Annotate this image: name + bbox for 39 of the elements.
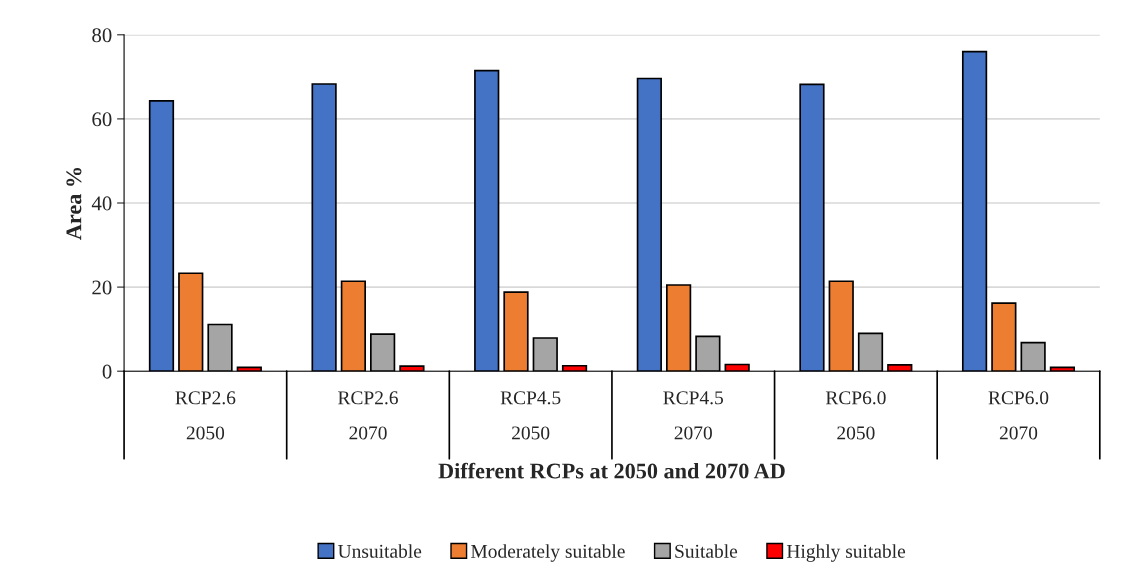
bar xyxy=(311,83,337,372)
bar xyxy=(148,99,175,372)
bar xyxy=(665,284,692,372)
bar xyxy=(1020,341,1046,372)
x-tick-label: RCP2.6 2050 xyxy=(175,391,236,440)
x-tick-label: RCP4.5 2050 xyxy=(500,391,561,440)
y-tick-label: 20 xyxy=(92,280,112,295)
bar xyxy=(207,323,233,372)
bar xyxy=(532,337,558,372)
x-tick-label: RCP2.6 2070 xyxy=(338,391,398,440)
x-tick-label: RCP4.5 2070 xyxy=(663,391,724,440)
bar xyxy=(961,50,988,372)
bar xyxy=(695,335,721,372)
bar xyxy=(991,302,1017,372)
y-axis-title: Area % xyxy=(66,167,82,240)
bar xyxy=(561,364,588,372)
bar xyxy=(178,272,204,372)
x-tick-label: RCP6.0 2070 xyxy=(988,391,1049,440)
legend-label: Highly suitable xyxy=(786,544,906,562)
bar xyxy=(724,363,750,372)
y-tick-label: 0 xyxy=(102,364,112,379)
y-tick-label: 40 xyxy=(91,196,112,211)
bar xyxy=(857,332,884,372)
y-tick-label: 80 xyxy=(92,28,112,43)
bar xyxy=(370,333,396,372)
bar xyxy=(474,69,500,372)
bar xyxy=(503,291,529,372)
bar xyxy=(399,365,425,372)
bar xyxy=(887,364,913,372)
bar xyxy=(636,77,662,372)
x-axis-title: Different RCPs at 2050 and 2070 AD xyxy=(438,462,785,479)
legend-label: Suitable xyxy=(675,544,738,558)
x-tick-label: RCP6.0 2050 xyxy=(825,391,886,440)
legend-label: Moderately suitable xyxy=(471,544,625,562)
bar xyxy=(828,280,854,372)
legend-label: Unsuitable xyxy=(338,544,422,558)
y-tick-label: 60 xyxy=(92,112,112,127)
bar xyxy=(799,83,825,372)
bar xyxy=(340,280,366,372)
